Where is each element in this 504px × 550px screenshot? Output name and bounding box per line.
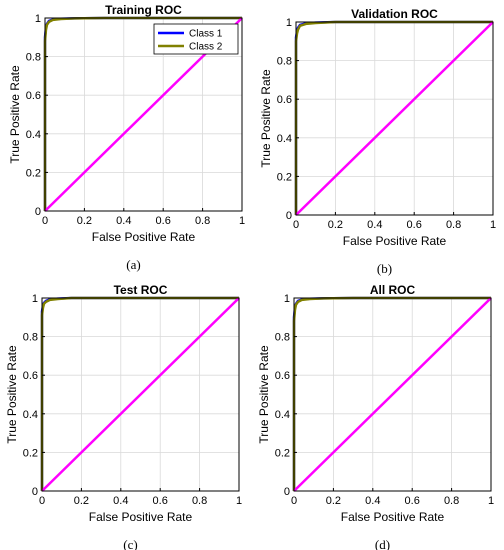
x-tick-label: 0.8 xyxy=(195,215,210,227)
x-tick-label: 1 xyxy=(239,215,245,227)
y-tick-label: 0.8 xyxy=(275,332,290,344)
x-tick-label: 0.4 xyxy=(367,219,382,231)
y-tick-label: 0 xyxy=(286,210,292,222)
x-tick-label: 0.8 xyxy=(446,219,461,231)
x-tick-label: 0 xyxy=(39,495,45,507)
y-tick-label: 1 xyxy=(286,17,292,29)
x-tick-label: 0 xyxy=(293,219,299,231)
y-tick-label: 0.4 xyxy=(277,133,292,145)
chart-panel-4: 0 0.2 0.4 0.6 0.8 1 0 0.2 0.4 0.6 0.8 1 All ROC False… xyxy=(257,283,494,550)
x-tick-label: 0.6 xyxy=(405,495,420,507)
panel-label: (a) xyxy=(126,257,140,272)
y-tick-label: 0.4 xyxy=(275,409,290,421)
x-tick-label: 0 xyxy=(291,495,297,507)
panel-label: (c) xyxy=(123,537,137,550)
y-tick-label: 0.2 xyxy=(275,447,290,459)
x-tick-label: 0.2 xyxy=(328,219,343,231)
chart-title: Training ROC xyxy=(105,3,182,17)
y-tick-label: 0 xyxy=(284,486,290,498)
x-tick-label: 0.8 xyxy=(192,495,207,507)
x-axis-label: False Positive Rate xyxy=(92,230,196,244)
y-tick-label: 0.6 xyxy=(275,370,290,382)
chart-panel-1: 0 0.2 0.4 0.6 0.8 1 0 0.2 0.4 0.6 0.8 1 Training ROC… xyxy=(8,3,245,272)
panel-label: (b) xyxy=(377,261,392,276)
y-tick-label: 0 xyxy=(32,486,38,498)
y-tick-label: 0.2 xyxy=(23,447,38,459)
x-tick-label: 0.4 xyxy=(365,495,380,507)
chart-title: All ROC xyxy=(370,283,416,297)
legend-box xyxy=(153,23,239,55)
y-tick-label: 0.6 xyxy=(277,94,292,106)
chart-title: Validation ROC xyxy=(351,7,438,21)
y-tick-label: 0 xyxy=(35,206,41,218)
y-axis-label: True Positive Rate xyxy=(257,345,271,444)
axes-frame xyxy=(41,297,240,492)
x-axis-label: False Positive Rate xyxy=(341,510,445,524)
y-tick-label: 0.8 xyxy=(277,56,292,68)
y-tick-label: 0.4 xyxy=(26,129,41,141)
x-tick-label: 0.6 xyxy=(407,219,422,231)
y-axis-label: True Positive Rate xyxy=(8,65,22,164)
diagonal-reference-line xyxy=(41,297,240,492)
axes-frame xyxy=(44,17,243,212)
x-tick-label: 1 xyxy=(488,495,494,507)
legend-entry-label: Class 2 xyxy=(189,42,223,53)
y-tick-label: 0.6 xyxy=(26,90,41,102)
x-tick-label: 1 xyxy=(236,495,242,507)
chart-panel-3: 0 0.2 0.4 0.6 0.8 1 0 0.2 0.4 0.6 0.8 1 Test ROC Fals… xyxy=(5,283,242,550)
x-axis-label: False Positive Rate xyxy=(343,234,447,248)
y-tick-label: 1 xyxy=(35,13,41,25)
y-tick-label: 0.8 xyxy=(23,332,38,344)
x-tick-label: 0 xyxy=(42,215,48,227)
y-tick-label: 0.4 xyxy=(23,409,38,421)
x-tick-label: 0.4 xyxy=(113,495,128,507)
x-tick-label: 0.2 xyxy=(326,495,341,507)
diagonal-reference-line xyxy=(293,297,492,492)
y-tick-label: 0.2 xyxy=(277,171,292,183)
axes-frame xyxy=(293,297,492,492)
x-tick-label: 0.6 xyxy=(153,495,168,507)
axes-frame xyxy=(295,21,494,216)
y-tick-label: 1 xyxy=(284,293,290,305)
y-tick-label: 0.6 xyxy=(23,370,38,382)
diagonal-reference-line xyxy=(295,21,494,216)
x-tick-label: 0.6 xyxy=(156,215,171,227)
y-tick-label: 0.8 xyxy=(26,52,41,64)
y-tick-label: 1 xyxy=(32,293,38,305)
x-tick-label: 0.8 xyxy=(444,495,459,507)
legend-entry-label: Class 1 xyxy=(189,29,223,40)
legend: Class 1 Class 2 xyxy=(153,23,239,55)
y-axis-label: True Positive Rate xyxy=(5,345,19,444)
x-tick-label: 1 xyxy=(490,219,496,231)
y-axis-label: True Positive Rate xyxy=(259,69,273,168)
y-tick-label: 0.2 xyxy=(26,167,41,179)
x-tick-label: 0.4 xyxy=(116,215,131,227)
panel-label: (d) xyxy=(375,537,390,550)
x-tick-label: 0.2 xyxy=(74,495,89,507)
x-tick-label: 0.2 xyxy=(77,215,92,227)
x-axis-label: False Positive Rate xyxy=(89,510,193,524)
chart-panel-2: 0 0.2 0.4 0.6 0.8 1 0 0.2 0.4 0.6 0.8 1 Validation R… xyxy=(259,7,496,276)
chart-title: Test ROC xyxy=(114,283,168,297)
